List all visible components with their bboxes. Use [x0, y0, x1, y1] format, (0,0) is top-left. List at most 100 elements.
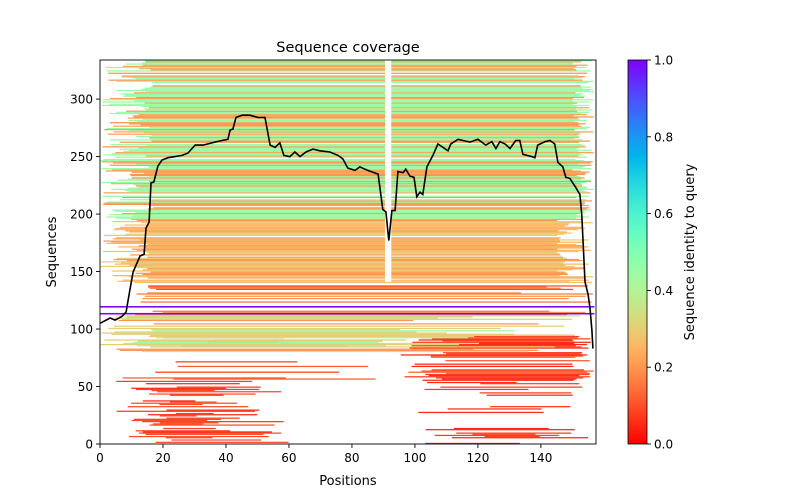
msa-row [144, 108, 386, 110]
msa-row [391, 74, 579, 77]
msa-row [115, 89, 386, 92]
msa-row [442, 340, 574, 342]
msa-row [391, 69, 577, 71]
msa-row [145, 155, 386, 157]
msa-row [391, 279, 589, 281]
x-tick-label: 100 [403, 451, 426, 465]
msa-row [101, 181, 386, 184]
msa-row [418, 411, 544, 414]
msa-row [116, 348, 474, 350]
msa-row [391, 178, 582, 180]
msa-row [391, 66, 586, 69]
msa-row [116, 380, 252, 383]
msa-row [125, 233, 386, 235]
msa-row [446, 372, 590, 374]
msa-row [436, 377, 584, 379]
msa-row [124, 224, 386, 226]
msa-row [391, 271, 565, 273]
msa-row [391, 173, 585, 176]
msa-row [434, 434, 559, 437]
msa-row [101, 161, 386, 163]
msa-row [133, 92, 386, 94]
msa-row [428, 375, 580, 377]
msa-row [391, 226, 582, 228]
msa-row [441, 378, 577, 380]
msa-row [391, 130, 575, 132]
msa-row [391, 203, 584, 205]
msa-row [391, 172, 586, 174]
msa-row [391, 165, 586, 168]
msa-row [133, 341, 379, 343]
msa-row [391, 179, 592, 181]
msa-row [391, 273, 568, 276]
msa-row [391, 94, 581, 96]
msa-row [391, 239, 589, 241]
msa-row [116, 257, 386, 259]
chart-title: Sequence coverage [276, 40, 420, 56]
msa-row [127, 117, 386, 119]
msa-row [145, 433, 264, 435]
msa-row [391, 233, 565, 235]
msa-row [138, 245, 386, 247]
msa-row [102, 101, 386, 103]
msa-row [391, 96, 585, 99]
msa-row [447, 408, 542, 410]
msa-row [137, 340, 383, 342]
msa-row [147, 414, 258, 416]
msa-row [391, 99, 594, 101]
msa-row [106, 216, 386, 218]
msa-row [130, 254, 386, 256]
colorbar-ticks: 0.0 0.2 0.4 0.6 0.8 1.0 [647, 54, 673, 452]
msa-row [128, 187, 386, 189]
msa-row [391, 238, 560, 240]
msa-row [391, 115, 574, 117]
msa-row [404, 376, 591, 378]
msa-row [135, 272, 386, 274]
msa-row [136, 96, 386, 99]
msa-row [391, 243, 577, 246]
msa-row [391, 204, 589, 207]
msa-row [105, 170, 386, 172]
msa-row [391, 280, 570, 282]
colorbar-tick-label: 1.0 [654, 54, 673, 68]
msa-row [113, 229, 386, 231]
msa-row [147, 277, 386, 279]
msa-row [145, 225, 386, 227]
msa-row [456, 432, 572, 434]
msa-row [391, 148, 577, 150]
msa-row [149, 86, 386, 88]
msa-row [103, 154, 386, 156]
msa-row [391, 124, 579, 126]
msa-row [144, 91, 386, 93]
msa-row [115, 151, 386, 154]
msa-row [391, 97, 574, 100]
msa-row [104, 128, 386, 131]
msa-row [391, 170, 581, 172]
msa-row [136, 266, 386, 269]
msa-row [101, 261, 386, 263]
msa-row [133, 184, 386, 186]
msa-row [120, 262, 386, 264]
msa-row [123, 150, 386, 153]
msa-row [133, 418, 221, 420]
msa-row [391, 126, 591, 128]
msa-row [425, 442, 520, 445]
msa-row [391, 101, 590, 103]
msa-row [391, 128, 576, 131]
msa-row [391, 105, 577, 108]
msa-row [391, 229, 578, 231]
msa-row [122, 212, 386, 215]
msa-row [131, 218, 386, 220]
msa-row [391, 188, 594, 191]
msa-row [391, 169, 573, 171]
msa-row [134, 281, 593, 284]
msa-row [391, 114, 587, 116]
msa-row [391, 164, 592, 166]
colorbar-tick-label: 0.2 [654, 361, 673, 375]
msa-row [152, 330, 515, 332]
msa-row [391, 177, 585, 179]
msa-row [391, 272, 568, 274]
msa-row [391, 250, 579, 253]
msa-row [391, 87, 582, 89]
msa-row [409, 347, 589, 349]
